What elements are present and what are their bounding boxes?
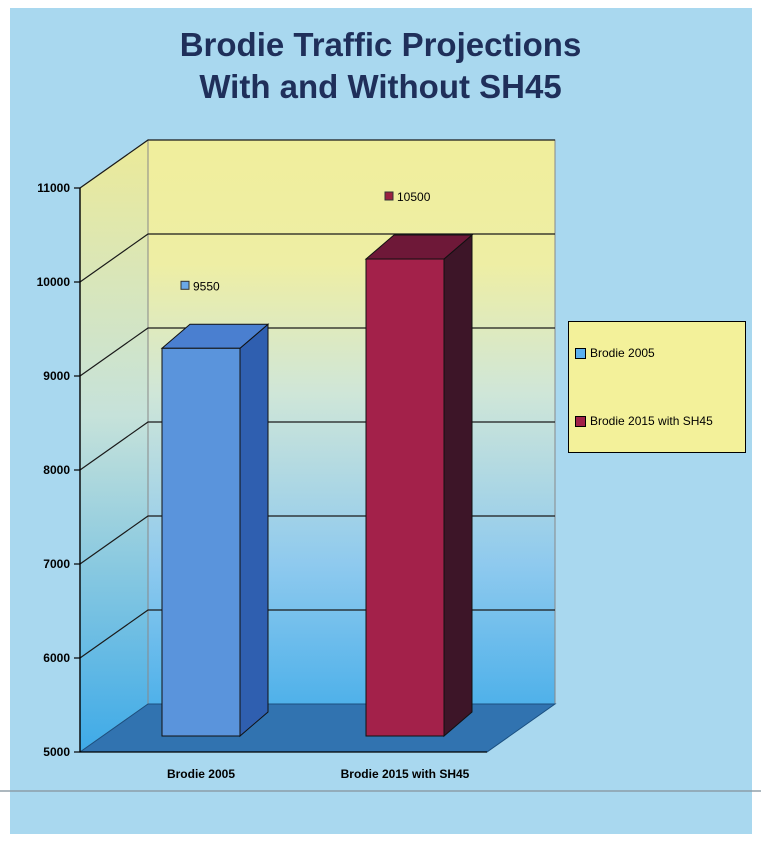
legend-item-brodie-2015: Brodie 2015 with SH45 <box>575 414 713 428</box>
y-tick-label: 5000 <box>43 745 70 759</box>
bar-2 <box>365 258 445 737</box>
y-axis: 5000 6000 7000 8000 9000 10000 11000 <box>37 181 487 759</box>
chart-walls <box>78 139 557 753</box>
bars <box>160 233 474 738</box>
bottom-rule <box>0 790 761 792</box>
data-label: 9550 <box>193 279 220 293</box>
bar-side-2 <box>443 233 473 738</box>
x-category-label: Brodie 2015 with SH45 <box>341 767 470 781</box>
y-tick-label: 9000 <box>43 369 70 383</box>
data-labels: Brodie 2005 9550 Brodie 2015 with SH45 1050… <box>167 190 470 781</box>
legend-label-brodie-2005: Brodie 2005 <box>590 346 655 360</box>
y-tick-label: 7000 <box>43 557 70 571</box>
data-label-key <box>384 191 394 201</box>
y-tick-label: 11000 <box>37 181 70 195</box>
chart-title: Brodie Traffic Projections With and With… <box>0 24 761 108</box>
bar-1 <box>161 347 241 737</box>
chart-title-line-2: With and Without SH45 <box>199 68 562 105</box>
x-category-label: Brodie 2005 <box>167 767 235 781</box>
bar-side-1 <box>239 323 269 738</box>
legend-label-brodie-2015: Brodie 2015 with SH45 <box>590 414 713 428</box>
chart-title-line-1: Brodie Traffic Projections <box>179 26 582 63</box>
y-tick-label: 6000 <box>43 651 70 665</box>
legend-swatch-brodie-2005 <box>575 347 586 359</box>
data-label: 10500 <box>397 190 431 204</box>
y-tick-label: 8000 <box>43 463 70 477</box>
data-label-key <box>180 280 190 290</box>
floor <box>78 703 557 753</box>
legend-item-brodie-2005: Brodie 2005 <box>575 346 655 360</box>
y-tick-label: 10000 <box>37 275 71 289</box>
gridline <box>79 233 555 283</box>
legend: Brodie 2005 Brodie 2015 with SH45 <box>568 321 746 453</box>
legend-swatch-brodie-2015 <box>575 415 586 427</box>
gridline <box>79 139 555 189</box>
